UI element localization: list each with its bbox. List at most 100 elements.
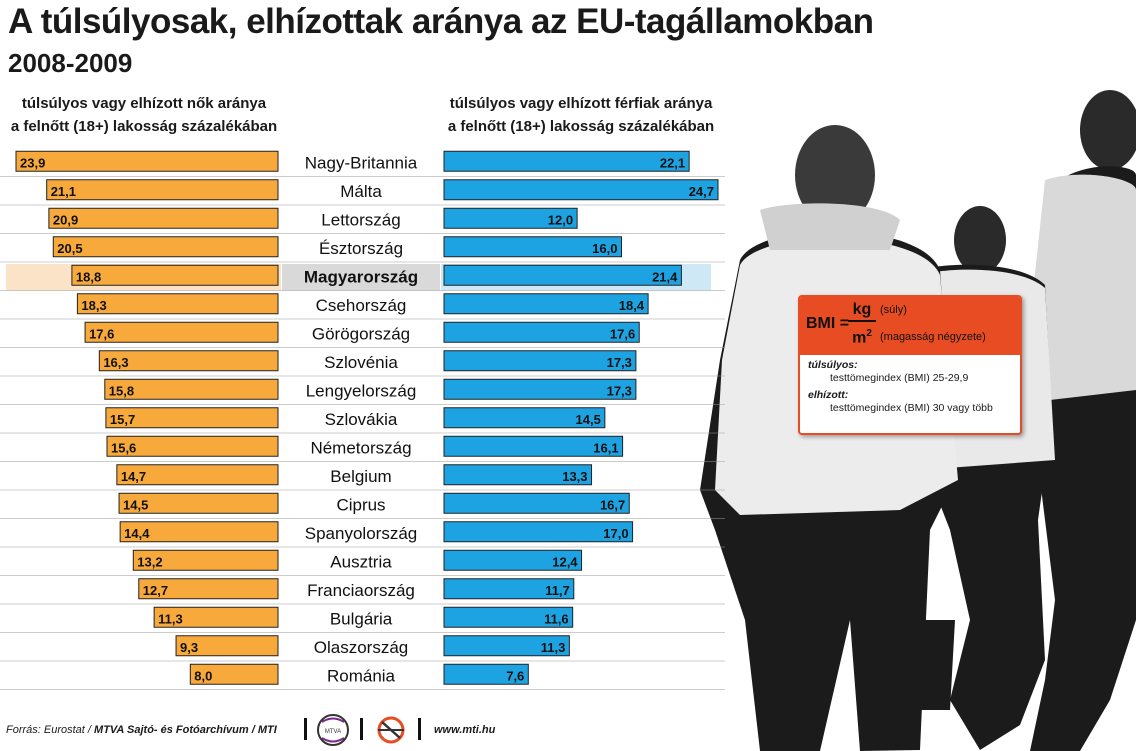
country-label: Görögország	[312, 324, 410, 343]
women-bar-label: 20,9	[53, 212, 78, 227]
country-label: Bulgária	[330, 609, 393, 628]
country-label: Románia	[327, 666, 396, 685]
women-bar-label: 20,5	[57, 241, 82, 256]
bmi-denominator: m2	[852, 328, 872, 347]
women-bar-label: 11,3	[158, 611, 183, 626]
bmi-definitions: túlsúlyos: testtömegindex (BMI) 25-29,9 …	[800, 355, 1020, 423]
women-bar-label: 14,7	[121, 469, 146, 484]
men-bar	[443, 407, 606, 429]
men-axis-heading: túlsúlyos vagy elhízott férfiak aránya a…	[440, 92, 722, 138]
men-bar	[443, 663, 529, 685]
women-bar	[175, 635, 279, 657]
women-bar	[48, 207, 279, 229]
country-label: Szlovénia	[324, 353, 398, 372]
men-bar	[443, 635, 570, 657]
footer-divider	[304, 718, 307, 740]
overweight-definition: testtömegindex (BMI) 25-29,9	[830, 372, 969, 384]
country-label: Csehország	[316, 296, 407, 315]
bmi-numerator-note: (súly)	[880, 304, 907, 316]
women-bar	[52, 236, 279, 258]
men-bar	[443, 293, 649, 315]
country-label: Belgium	[330, 467, 391, 486]
men-bar	[443, 549, 583, 571]
source-note: Forrás: Eurostat / MTVA Sajtó- és Fotóar…	[6, 724, 277, 736]
country-label: Lettország	[321, 210, 400, 229]
men-bar	[443, 179, 719, 201]
men-bar	[443, 236, 622, 258]
footer-divider	[360, 718, 363, 740]
men-heading-line2: a felnőtt (18+) lakosság százalékában	[447, 118, 715, 135]
country-label: Szlovákia	[325, 410, 398, 429]
men-bar-label: 21,4	[652, 269, 678, 284]
men-bar	[443, 321, 640, 343]
men-bar-label: 7,6	[506, 668, 524, 683]
women-bar	[153, 606, 279, 628]
country-label: Magyarország	[304, 267, 418, 286]
bmi-denominator-note: (magasság négyzete)	[880, 331, 986, 343]
country-label: Németország	[310, 438, 411, 457]
men-bar-label: 13,3	[562, 469, 587, 484]
country-label: Észtország	[319, 239, 403, 258]
women-heading-line1: túlsúlyos vagy elhízott nők aránya	[21, 95, 267, 112]
men-bar-label: 17,3	[607, 383, 632, 398]
women-bar-label: 9,3	[180, 640, 198, 655]
men-bar	[443, 350, 637, 372]
women-heading-line2: a felnőtt (18+) lakosság százalékában	[10, 118, 278, 135]
country-label: Spanyolország	[305, 524, 417, 543]
country-label: Olaszország	[314, 638, 408, 657]
men-bar-label: 17,3	[607, 355, 632, 370]
women-bar-label: 17,6	[89, 326, 114, 341]
mtva-logo-text: MTVA	[325, 729, 341, 735]
chart-title: A túlsúlyosak, elhízottak aránya az EU-t…	[8, 2, 874, 41]
men-bar	[443, 264, 682, 286]
women-bar	[119, 521, 279, 543]
women-bar	[138, 578, 279, 600]
overweight-term: túlsúlyos:	[808, 359, 858, 371]
men-bar	[443, 378, 637, 400]
men-bar-label: 17,0	[603, 526, 628, 541]
women-bar	[104, 378, 279, 400]
men-bar-label: 12,4	[552, 554, 578, 569]
men-bar-label: 11,3	[541, 640, 566, 655]
women-bar-label: 14,4	[124, 526, 150, 541]
footer-divider	[418, 718, 421, 740]
women-bar	[84, 321, 279, 343]
women-bar	[106, 435, 279, 457]
men-bar	[443, 606, 574, 628]
men-bar-label: 16,1	[593, 440, 618, 455]
women-bar-label: 15,6	[111, 440, 136, 455]
women-bar-label: 23,9	[20, 155, 45, 170]
men-bar-label: 24,7	[689, 184, 714, 199]
women-bar	[105, 407, 279, 429]
obese-term: elhízott:	[808, 389, 849, 401]
women-bar-label: 12,7	[143, 583, 168, 598]
men-bar	[443, 435, 624, 457]
mti-logo-icon	[377, 716, 405, 744]
women-bar-label: 14,5	[123, 497, 148, 512]
women-bar-label: 18,8	[76, 269, 101, 284]
country-label: Nagy-Britannia	[305, 153, 418, 172]
women-bar	[132, 549, 279, 571]
women-bar	[46, 179, 279, 201]
country-label: Ciprus	[336, 495, 385, 514]
women-bar-label: 21,1	[51, 184, 76, 199]
women-bar	[118, 492, 279, 514]
bmi-fraction: kg m2	[848, 300, 876, 350]
men-bar-label: 11,7	[545, 583, 570, 598]
bmi-label: BMI =	[806, 315, 850, 332]
men-bar-label: 17,6	[610, 326, 635, 341]
website-link[interactable]: www.mti.hu	[434, 724, 496, 736]
women-bar-label: 8,0	[194, 668, 212, 683]
women-axis-heading: túlsúlyos vagy elhízott nők aránya a fel…	[10, 92, 278, 138]
women-bar	[71, 264, 279, 286]
person-left	[700, 125, 958, 751]
women-bar	[189, 663, 279, 685]
women-bar-label: 16,3	[103, 355, 128, 370]
men-bar-label: 22,1	[660, 155, 685, 170]
men-bar-label: 14,5	[576, 412, 601, 427]
country-label: Franciaország	[307, 581, 415, 600]
women-bar	[98, 350, 279, 372]
men-bar	[443, 150, 690, 172]
bmi-formula: BMI = kg m2 (súly) (magasság négyzete)	[800, 297, 1020, 355]
bmi-numerator: kg	[848, 300, 876, 322]
